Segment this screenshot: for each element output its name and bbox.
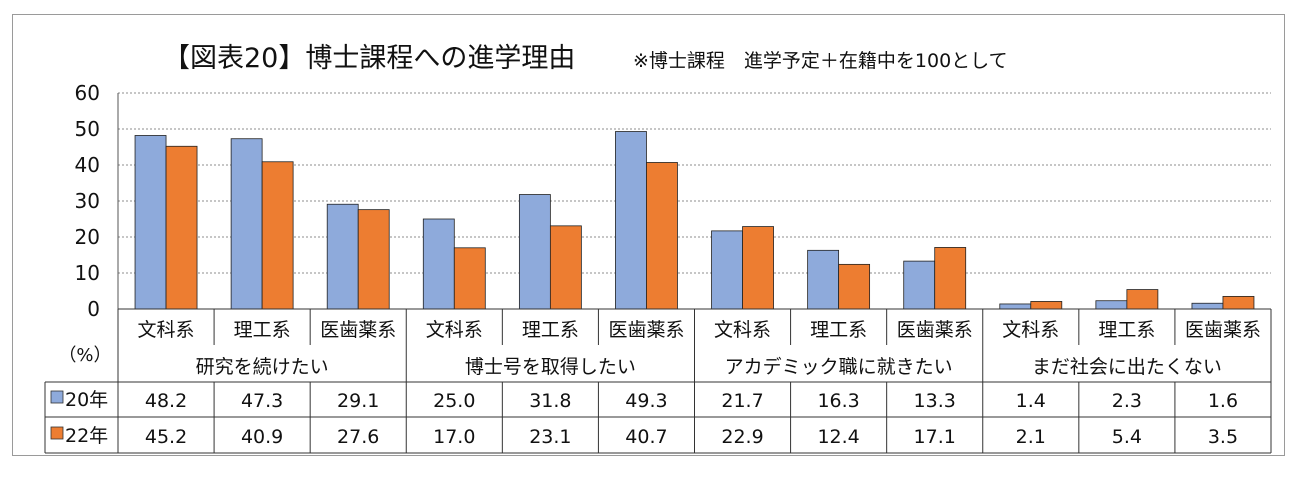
group-label: 博士号を取得したい <box>465 356 636 378</box>
category-label: 文科系 <box>138 319 195 341</box>
bar-series2 <box>165 145 198 310</box>
data-value: 2.3 <box>1112 390 1142 412</box>
data-value: 12.4 <box>817 426 859 448</box>
data-value: 1.6 <box>1208 390 1238 412</box>
bar-series1 <box>326 203 359 310</box>
legend-key-1 <box>50 390 64 404</box>
data-value: 49.3 <box>625 390 667 412</box>
bar-series2 <box>1126 289 1159 310</box>
bar-series1 <box>1191 302 1224 310</box>
y-tick-label: 60 <box>75 81 100 105</box>
category-label: 文科系 <box>426 319 483 341</box>
category-label: 医歯薬系 <box>320 319 396 341</box>
data-value: 40.9 <box>241 426 283 448</box>
data-value: 13.3 <box>914 390 956 412</box>
data-value: 31.8 <box>529 390 571 412</box>
data-value: 1.4 <box>1016 390 1046 412</box>
bar-series2 <box>1222 295 1255 310</box>
bar-series2 <box>357 209 390 310</box>
bar-chart: 【図表20】博士課程への進学理由 ※博士課程 進学予定＋在籍中を100として （… <box>44 43 1272 454</box>
data-value: 22.9 <box>721 426 763 448</box>
data-value: 29.1 <box>337 390 379 412</box>
legend-label: 22年 <box>65 425 108 447</box>
category-label: 医歯薬系 <box>1185 319 1261 341</box>
bar-series2 <box>934 247 967 310</box>
bar-series1 <box>518 194 551 310</box>
chart-subtitle: ※博士課程 進学予定＋在籍中を100として <box>633 50 1008 72</box>
y-tick-label: 0 <box>87 297 100 321</box>
bar-series1 <box>134 135 167 310</box>
y-tick-label: 10 <box>75 261 100 285</box>
y-tick-label: 40 <box>75 153 100 177</box>
bar-series1 <box>422 218 455 310</box>
data-value: 3.5 <box>1208 426 1238 448</box>
bar-series2 <box>646 162 678 310</box>
category-label: 理工系 <box>234 319 291 341</box>
category-label: 理工系 <box>810 319 867 341</box>
bar-series2 <box>549 225 582 310</box>
group-label: アカデミック職に就きたい <box>725 356 953 378</box>
data-value: 47.3 <box>241 390 283 412</box>
y-tick-label: 20 <box>75 225 100 249</box>
data-value: 2.1 <box>1016 426 1046 448</box>
bar-series2 <box>838 263 871 310</box>
data-value: 5.4 <box>1112 426 1142 448</box>
category-label: 医歯薬系 <box>608 319 684 341</box>
unit-label: （%） <box>58 345 111 366</box>
data-value: 21.7 <box>721 390 763 412</box>
bar-series2 <box>742 226 774 310</box>
bar-series1 <box>1095 300 1128 310</box>
legend-label: 20年 <box>65 389 108 411</box>
group-label: 研究を続けたい <box>196 356 329 378</box>
bar-series1 <box>711 230 743 310</box>
group-label: まだ社会に出たくない <box>1032 356 1222 378</box>
data-value: 40.7 <box>625 426 667 448</box>
data-value: 48.2 <box>145 390 187 412</box>
data-value: 16.3 <box>817 390 859 412</box>
bar-series2 <box>261 161 294 310</box>
y-tick-label: 30 <box>75 189 100 213</box>
y-tick-label: 50 <box>75 117 100 141</box>
data-value: 27.6 <box>337 426 379 448</box>
legend-key-2 <box>50 426 64 440</box>
data-value: 25.0 <box>433 390 475 412</box>
bar-series2 <box>453 247 486 310</box>
bar-series1 <box>999 303 1032 310</box>
category-label: 医歯薬系 <box>897 319 973 341</box>
category-label: 文科系 <box>714 319 771 341</box>
category-label: 理工系 <box>1098 319 1155 341</box>
chart-frame: 【図表20】博士課程への進学理由 ※博士課程 進学予定＋在籍中を100として （… <box>12 14 1285 456</box>
bar-series2 <box>1030 301 1063 310</box>
bar-series1 <box>615 131 647 310</box>
bar-series1 <box>230 138 263 310</box>
data-value: 45.2 <box>145 426 187 448</box>
data-value: 23.1 <box>529 426 571 448</box>
bar-series1 <box>807 249 840 310</box>
chart-title: 【図表20】博士課程への進学理由 <box>163 43 575 74</box>
data-value: 17.0 <box>433 426 475 448</box>
category-label: 理工系 <box>522 319 579 341</box>
category-label: 文科系 <box>1002 319 1059 341</box>
bar-series1 <box>903 260 936 310</box>
data-value: 17.1 <box>914 426 956 448</box>
